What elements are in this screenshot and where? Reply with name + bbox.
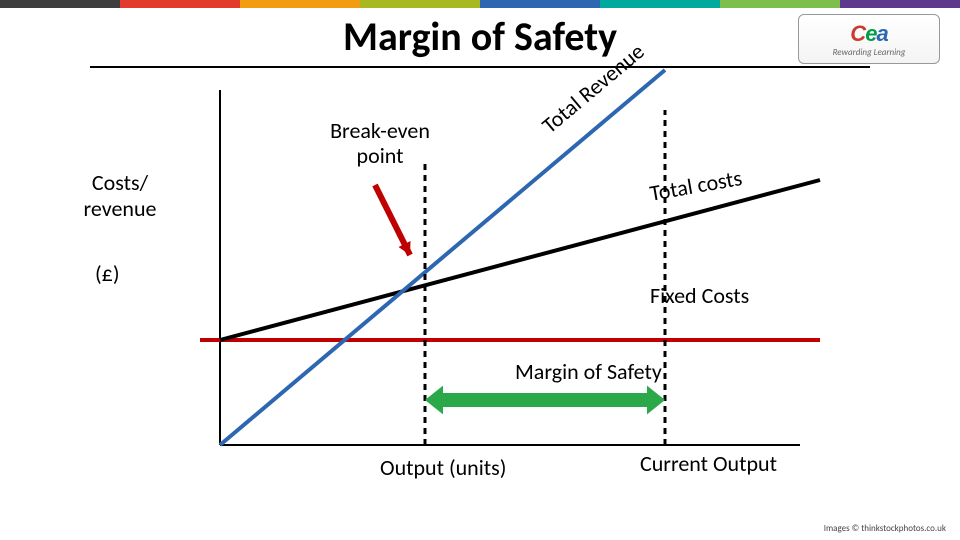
chart-area	[200, 90, 820, 470]
image-attribution: Images © thinkstockphotos.co.uk	[824, 523, 946, 534]
cea-logo: Cea Rewarding Learning	[798, 14, 940, 64]
title-underline	[90, 66, 870, 68]
logo-tagline: Rewarding Learning	[833, 47, 906, 58]
chart-svg	[200, 90, 820, 470]
y-axis-label: Costs/revenue	[55, 170, 185, 223]
top-accent-stripe	[0, 0, 960, 8]
y-axis-currency: (£)	[95, 260, 120, 287]
